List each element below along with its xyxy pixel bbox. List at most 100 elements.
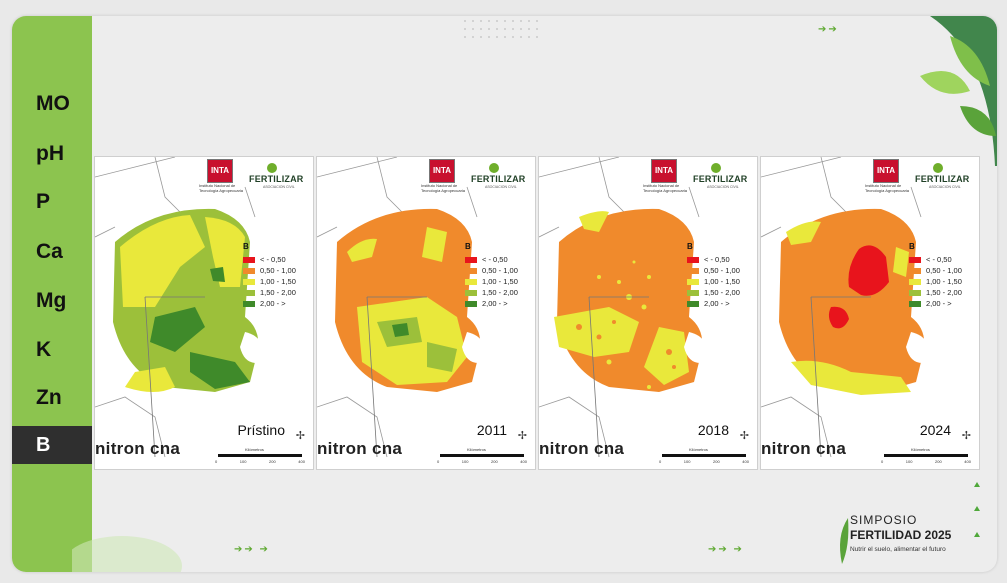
nutrient-ph[interactable]: pH (36, 142, 64, 165)
legend-swatch (465, 300, 477, 307)
inta-logo: INTA (651, 159, 677, 183)
map-legend: B < - 0,50 0,50 - 1,00 1,00 - 1,50 1,50 … (465, 242, 518, 309)
nutrient-ca[interactable]: Ca (36, 240, 63, 263)
map-year-label: 2024 (919, 422, 951, 438)
symposium-leaf-icon (840, 518, 849, 564)
legend-swatch (687, 267, 699, 274)
legend-swatch (909, 300, 921, 307)
fertilizar-logo: FERTILIZAR (915, 174, 970, 184)
fertilizar-subtitle: ASOCIACION CIVIL (929, 185, 961, 189)
legend-swatch (687, 278, 699, 285)
scale-label: Kilómetros (467, 447, 486, 452)
legend-swatch (687, 289, 699, 296)
legend-label: 1,00 - 1,50 (482, 277, 518, 286)
compass-icon: ✢ (517, 430, 527, 442)
legend-label: 1,00 - 1,50 (704, 277, 740, 286)
legend-label: 2,00 - > (926, 299, 952, 308)
legend-label: < - 0,50 (482, 255, 508, 264)
inta-subtitle: Instituto Nacional de Tecnología Agropec… (199, 183, 244, 193)
inta-subtitle: Instituto Nacional de Tecnología Agropec… (421, 183, 466, 193)
map-panel-2018: INTA Instituto Nacional de Tecnología Ag… (538, 156, 758, 470)
nutrient-mo[interactable]: MO (36, 92, 70, 115)
nitron-logo: nitron cna (95, 439, 181, 458)
legend-swatch (243, 278, 255, 285)
legend-label: < - 0,50 (260, 255, 286, 264)
legend-label: 1,50 - 2,00 (926, 288, 962, 297)
legend-swatch (465, 267, 477, 274)
scale-ticks: 0 100 200 400 (437, 459, 527, 464)
legend-swatch (687, 300, 699, 307)
nutrient-p[interactable]: P (36, 190, 51, 213)
legend-swatch (465, 256, 477, 263)
legend-label: 0,50 - 1,00 (704, 266, 740, 275)
scale-bar (440, 454, 524, 457)
legend-label: 1,00 - 1,50 (260, 277, 296, 286)
fertilizar-logo: FERTILIZAR (249, 174, 304, 184)
inta-logo: INTA (873, 159, 899, 183)
scale-ticks: 0 100 200 400 (215, 459, 305, 464)
inta-logo: INTA (429, 159, 455, 183)
legend-swatch (909, 278, 921, 285)
inta-logo: INTA (207, 159, 233, 183)
fertilizar-logo: FERTILIZAR (471, 174, 526, 184)
legend-swatch (687, 256, 699, 263)
nutrient-zn[interactable]: Zn (36, 386, 62, 409)
legend-label: 1,00 - 1,50 (926, 277, 962, 286)
fertilizar-subtitle: ASOCIACION CIVIL (485, 185, 517, 189)
decorative-triangle (974, 482, 980, 487)
decorative-triangle (974, 506, 980, 511)
compass-icon: ✢ (961, 430, 971, 442)
scale-bar (884, 454, 968, 457)
map-legend: B < - 0,50 0,50 - 1,00 1,00 - 1,50 1,50 … (909, 242, 962, 309)
legend-title: B (465, 242, 471, 251)
event-subtitle: FERTILIDAD 2025 (850, 528, 952, 542)
legend-swatch (243, 300, 255, 307)
boron-map-pristino (95, 157, 264, 458)
legend-swatch (909, 289, 921, 296)
inta-subtitle: Instituto Nacional de Tecnología Agropec… (643, 183, 688, 193)
map-year-label: Prístino (237, 422, 285, 438)
map-panel-2024: INTA Instituto Nacional de Tecnología Ag… (760, 156, 980, 470)
legend-label: < - 0,50 (704, 255, 730, 264)
decorative-blob (72, 536, 182, 572)
inta-subtitle: Instituto Nacional de Tecnología Agropec… (865, 183, 910, 193)
boron-map-2018 (539, 157, 708, 458)
legend-swatch (243, 289, 255, 296)
map-year-label: 2011 (476, 422, 507, 438)
legend-title: B (909, 242, 915, 251)
decorative-dot-grid (464, 20, 538, 38)
legend-swatch (243, 256, 255, 263)
scale-ticks: 0 100 200 400 (659, 459, 749, 464)
slide: MO pH P Ca Mg K Zn B ➔➔ ➔➔ ➔ ➔➔ ➔ (12, 16, 997, 572)
fertilizar-logo-icon (933, 163, 943, 173)
decorative-arrows-icon: ➔➔ ➔ (234, 544, 270, 555)
nitron-logo: nitron cna (539, 439, 625, 458)
map-legend: B < - 0,50 0,50 - 1,00 1,00 - 1,50 1,50 … (687, 242, 740, 309)
legend-label: 0,50 - 1,00 (482, 266, 518, 275)
legend-label: 2,00 - > (260, 299, 286, 308)
compass-icon: ✢ (739, 430, 749, 442)
scale-bar (662, 454, 746, 457)
scale-ticks: 0 100 200 400 (881, 459, 971, 464)
legend-label: < - 0,50 (926, 255, 952, 264)
legend-swatch (909, 267, 921, 274)
fertilizar-subtitle: ASOCIACION CIVIL (263, 185, 295, 189)
nutrient-sidebar: MO pH P Ca Mg K Zn B (12, 16, 92, 572)
nutrient-k[interactable]: K (36, 338, 52, 361)
nitron-logo: nitron cna (317, 439, 403, 458)
legend-swatch (243, 267, 255, 274)
boron-map-2024 (761, 157, 930, 458)
nutrient-b-active[interactable]: B (12, 426, 92, 464)
decorative-arrows-icon: ➔➔ ➔ (708, 544, 744, 555)
nitron-logo: nitron cna (761, 439, 847, 458)
map-legend: B < - 0,50 0,50 - 1,00 1,00 - 1,50 1,50 … (243, 242, 296, 309)
legend-label: 2,00 - > (704, 299, 730, 308)
map-panel-2011: INTA Instituto Nacional de Tecnología Ag… (316, 156, 536, 470)
legend-label: 0,50 - 1,00 (926, 266, 962, 275)
scale-label: Kilómetros (911, 447, 930, 452)
legend-swatch (465, 289, 477, 296)
decorative-arrows-icon: ➔➔ (818, 24, 839, 35)
fertilizar-logo-icon (711, 163, 721, 173)
boron-map-2011 (317, 157, 486, 458)
nutrient-mg[interactable]: Mg (36, 289, 67, 312)
